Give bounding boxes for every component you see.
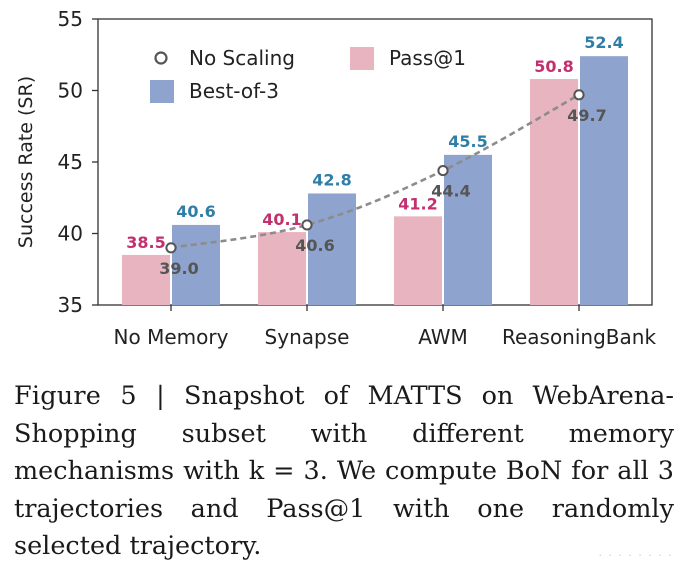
data-label-best-of-3: 40.6 [176, 202, 215, 221]
no-scaling-line [170, 93, 580, 250]
no-scaling-point [437, 164, 449, 177]
no-scaling-point [573, 89, 585, 101]
legend-label-best-of-3: Best-of-3 [189, 79, 279, 103]
data-label-best-of-3: 52.4 [584, 33, 623, 52]
data-label-best-of-3: 42.8 [312, 170, 351, 189]
x-tick-label: Synapse [265, 325, 350, 349]
data-label-pass-at-1: 40.1 [262, 210, 301, 229]
y-tick-label: 35 [58, 293, 83, 317]
watermark: · · · · · · · · [598, 547, 673, 562]
figure-caption: Figure 5 | Snapshot of MATTS on WebArena… [14, 378, 674, 566]
data-label-no-scaling: 40.6 [295, 236, 334, 255]
bar-best-of-3 [172, 224, 220, 305]
y-tick-label: 50 [58, 79, 83, 103]
y-axis-label: Success Rate (SR) [15, 76, 37, 248]
bar-best-of-3 [444, 154, 492, 305]
no-scaling-point [165, 242, 177, 254]
y-tick-label: 45 [58, 150, 83, 174]
bar-best-of-3 [580, 56, 628, 306]
legend-marker-no-scaling [154, 51, 168, 65]
data-label-no-scaling: 44.4 [431, 182, 470, 201]
caption-text: Snapshot of MATTS on WebArena-Shopping s… [14, 381, 674, 561]
bar-pass-at-1 [122, 254, 170, 305]
chart: 35 40 45 50 55 Success Rate (SR) No Memory Syna… [15, 7, 656, 349]
x-tick-label: No Memory [114, 325, 229, 349]
legend-label-no-scaling: No Scaling [189, 46, 295, 70]
bar-pass-at-1 [258, 232, 306, 305]
bar-pass-at-1 [530, 79, 578, 305]
legend-swatch-best-of-3 [150, 80, 174, 103]
data-label-pass-at-1: 38.5 [126, 233, 165, 252]
legend-swatch-pass-at-1 [350, 47, 374, 70]
data-label-best-of-3: 45.5 [448, 132, 487, 151]
bar-pass-at-1 [394, 216, 442, 305]
x-tick-label: AWM [418, 325, 468, 349]
y-tick-label: 55 [58, 7, 83, 31]
legend-label-pass-at-1: Pass@1 [389, 46, 466, 70]
data-label-pass-at-1: 41.2 [398, 194, 437, 213]
data-label-pass-at-1: 50.8 [534, 57, 573, 76]
figure-label: Figure 5 | [14, 381, 165, 411]
data-label-no-scaling: 49.7 [567, 106, 606, 125]
chart-svg: 35 40 45 50 55 Success Rate (SR) No Memory Syna… [15, 7, 656, 349]
x-tick-label: ReasoningBank [502, 325, 656, 349]
no-scaling-point [301, 219, 313, 231]
y-tick-label: 40 [58, 222, 83, 246]
data-label-no-scaling: 39.0 [159, 259, 198, 278]
